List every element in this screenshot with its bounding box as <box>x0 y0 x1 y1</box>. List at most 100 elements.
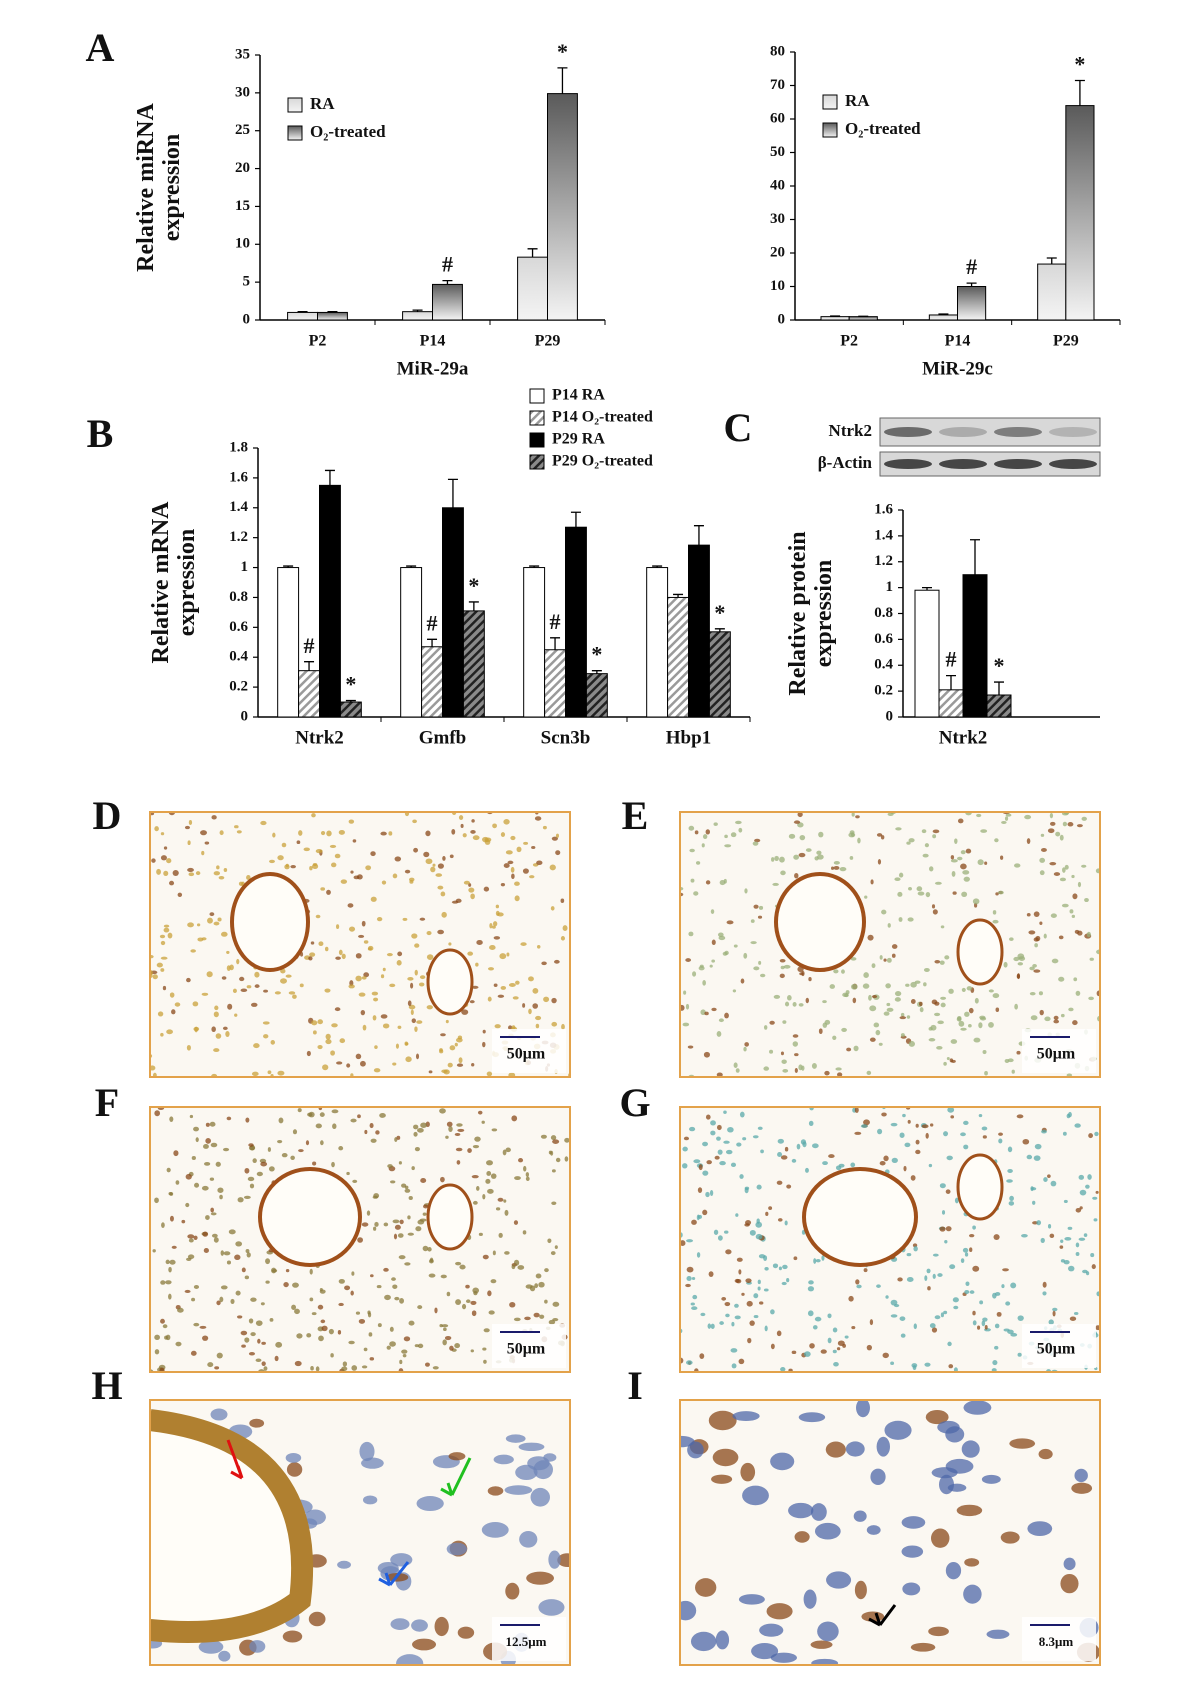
legend-swatch <box>529 388 545 404</box>
tissue-cell <box>853 1510 867 1522</box>
tissue-cell <box>809 1343 815 1349</box>
tissue-cell <box>723 1110 727 1114</box>
tissue-cell <box>1075 1251 1080 1256</box>
tissue-cell <box>984 1071 988 1076</box>
tissue-cell <box>832 1327 838 1333</box>
tissue-cell <box>811 1658 839 1665</box>
tissue-cell <box>209 1121 216 1127</box>
tissue-cell <box>849 856 854 860</box>
tissue-cell <box>939 1226 946 1232</box>
tissue-cell <box>248 1318 254 1324</box>
tissue-cell <box>702 834 708 840</box>
tissue-cell <box>497 994 505 998</box>
tissue-cell <box>871 963 876 969</box>
tissue-cell <box>711 959 715 963</box>
tissue-cell <box>702 1209 708 1216</box>
tissue-cell <box>946 1056 950 1061</box>
tissue-cell <box>169 1192 174 1196</box>
tissue-cell <box>312 1161 317 1166</box>
tissue-cell <box>969 1290 975 1294</box>
tissue-cell <box>741 1292 745 1296</box>
tissue-cell <box>725 1313 730 1318</box>
tissue-cell <box>451 900 459 904</box>
tissue-cell <box>685 1283 691 1288</box>
tissue-cell <box>371 991 379 996</box>
tissue-cell <box>770 1309 775 1315</box>
tissue-cell <box>1010 1332 1018 1337</box>
tissue-cell <box>744 1186 750 1190</box>
tissue-cell <box>841 1027 847 1032</box>
error-bar <box>283 565 294 568</box>
tissue-cell <box>407 1000 412 1007</box>
tissue-cell <box>222 1026 228 1031</box>
tissue-cell <box>204 1161 211 1166</box>
tissue-cell <box>449 854 454 859</box>
tissue-cell <box>695 1578 717 1597</box>
tissue-cell <box>979 1300 984 1305</box>
tissue-cell <box>853 1045 859 1052</box>
tissue-cell <box>440 1176 445 1183</box>
tissue-cell <box>308 956 313 961</box>
tissue-cell <box>883 1155 889 1162</box>
micrograph <box>680 812 1100 1077</box>
tissue-cell <box>978 1022 983 1029</box>
tissue-cell <box>331 1161 335 1168</box>
tissue-cell <box>739 1174 744 1179</box>
tissue-cell <box>1036 1220 1042 1226</box>
tissue-cell <box>793 854 800 860</box>
tissue-cell <box>168 1293 172 1300</box>
blot-label: Ntrk2 <box>829 421 872 440</box>
tissue-cell <box>402 917 408 921</box>
tissue-cell <box>366 1210 371 1216</box>
tissue-cell <box>281 1153 288 1158</box>
tissue-cell <box>1067 1265 1075 1272</box>
tissue-cell <box>689 1126 696 1132</box>
tissue-cell <box>260 820 267 826</box>
tissue-cell <box>918 1001 923 1007</box>
tissue-cell <box>1071 1482 1093 1494</box>
tissue-cell <box>471 819 475 823</box>
tissue-cell <box>297 1108 302 1113</box>
tissue-cell <box>923 982 927 987</box>
tissue-cell <box>716 1072 723 1077</box>
tissue-cell <box>388 831 393 836</box>
tissue-cell <box>694 830 699 835</box>
tissue-cell <box>223 867 228 873</box>
tissue-cell <box>814 1522 841 1540</box>
tissue-cell <box>1053 1015 1059 1020</box>
error-bar <box>591 670 602 674</box>
legend-swatch <box>287 97 303 113</box>
tissue-cell <box>533 1312 540 1318</box>
tissue-cell <box>505 1147 511 1153</box>
tissue-cell <box>1062 867 1066 873</box>
tissue-cell <box>1002 1268 1009 1272</box>
tissue-cell <box>330 862 337 868</box>
tissue-cell <box>337 1560 351 1569</box>
tissue-cell <box>492 921 498 927</box>
tissue-cell <box>994 1292 1001 1296</box>
tissue-cell <box>317 1304 324 1310</box>
tissue-cell <box>341 953 346 960</box>
tissue-cell <box>154 1349 160 1355</box>
tissue-cell <box>994 1345 999 1350</box>
tissue-cell <box>880 835 885 840</box>
tissue-cell <box>890 1299 898 1306</box>
tissue-cell <box>689 848 695 853</box>
panel-label: E <box>622 793 649 838</box>
tissue-cell <box>932 1273 936 1279</box>
tissue-cell <box>478 1232 483 1237</box>
tissue-cell <box>245 1249 250 1254</box>
tissue-cell <box>286 1462 303 1477</box>
tissue-cell <box>733 1062 738 1068</box>
tissue-cell <box>389 1326 394 1332</box>
tissue-cell <box>211 1233 218 1238</box>
tissue-cell <box>401 1349 408 1354</box>
tissue-cell <box>981 1320 986 1327</box>
tissue-cell <box>456 1063 464 1067</box>
tissue-cell <box>290 1155 295 1161</box>
y-tick-label: 10 <box>235 236 250 252</box>
tissue-cell <box>1039 870 1045 876</box>
blot-band <box>1049 459 1097 469</box>
tissue-cell <box>492 1250 496 1256</box>
tissue-cell <box>326 830 332 837</box>
